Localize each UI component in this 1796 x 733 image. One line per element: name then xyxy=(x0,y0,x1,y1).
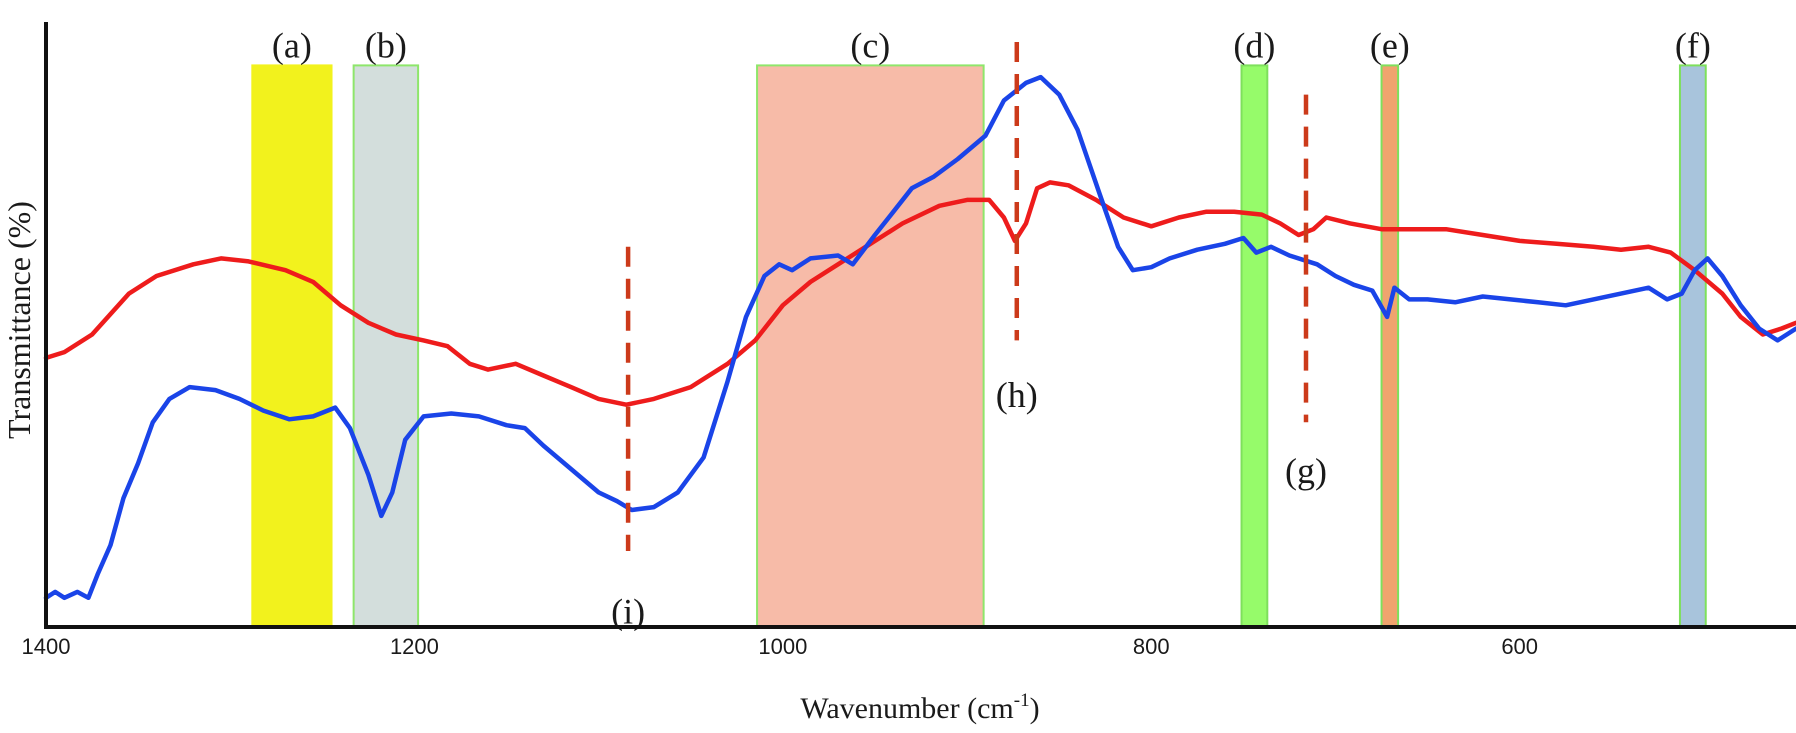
band-label-2: (b) xyxy=(365,25,407,65)
series-line-1 xyxy=(43,180,1796,407)
y-axis-label: Transmittance (%) xyxy=(1,201,37,439)
band-6 xyxy=(1678,64,1707,628)
x-axis-label: Wavenumber (cm-1) xyxy=(800,690,1039,725)
x-tick-label-1: 1400 xyxy=(22,634,71,659)
band-label-3: (c) xyxy=(850,25,890,65)
x-axis-label-superscript: -1 xyxy=(1014,690,1030,711)
marker-label-1: (i) xyxy=(611,591,645,631)
x-tick-label-3: 1000 xyxy=(758,634,807,659)
marker-lines: (i) (h) (g) xyxy=(611,42,1327,631)
axes: 1400 1200 1000 800 600 xyxy=(22,22,1796,659)
band-1 xyxy=(251,64,333,628)
band-2 xyxy=(352,64,420,628)
band-label-4: (d) xyxy=(1233,25,1275,65)
x-tick-label-2: 1200 xyxy=(390,634,439,659)
series-line-2 xyxy=(43,74,1796,601)
series-lines xyxy=(43,74,1796,601)
band-5 xyxy=(1380,64,1400,628)
band-label-5: (e) xyxy=(1370,25,1410,65)
x-ticks: 1400 1200 1000 800 600 xyxy=(22,634,1539,659)
band-label-1: (a) xyxy=(272,25,312,65)
band-label-6: (f) xyxy=(1675,25,1711,65)
bands-layer: (a) (b) (c) (d) (e) (f) xyxy=(251,25,1711,628)
band-3 xyxy=(756,64,985,628)
band-4 xyxy=(1240,64,1269,628)
x-axis-label-close: ) xyxy=(1030,692,1040,725)
x-tick-label-5: 600 xyxy=(1501,634,1538,659)
x-axis-label-main: Wavenumber (cm xyxy=(800,692,1013,725)
marker-label-3: (g) xyxy=(1285,451,1327,491)
marker-label-2: (h) xyxy=(996,375,1038,415)
x-tick-label-4: 800 xyxy=(1133,634,1170,659)
